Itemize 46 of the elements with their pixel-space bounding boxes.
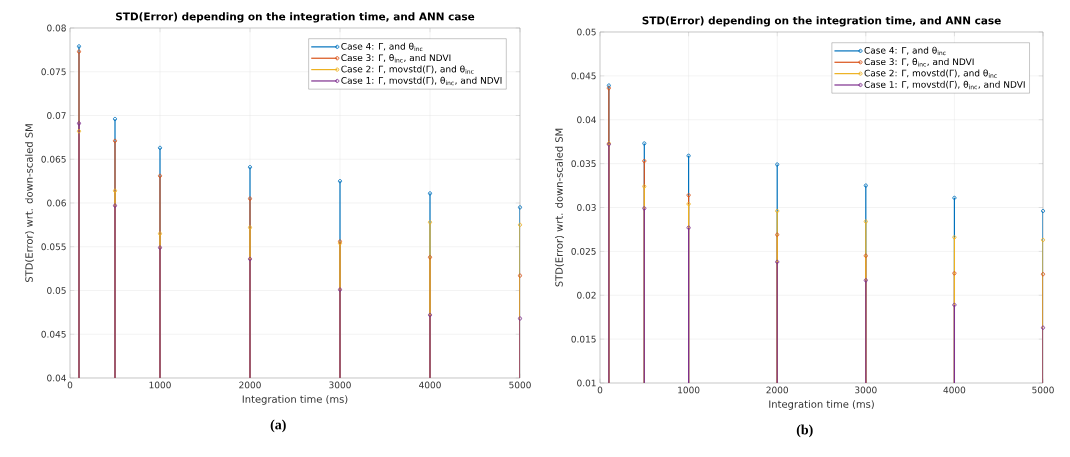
y-tick-label: 0.05: [47, 287, 66, 294]
text: (b): [796, 424, 813, 438]
x-tick-label: 0: [597, 386, 603, 394]
y-tick-label: 0.075: [41, 68, 66, 76]
y-tick-label: 0.025: [571, 247, 596, 255]
x-axis-title: Integration time (ms): [769, 400, 874, 410]
x-tick-label: 3000: [855, 386, 877, 394]
x-axis-title: Integration time (ms): [242, 395, 348, 405]
y-tick-label: 0.045: [41, 330, 66, 338]
legend-label: Case 4: Γ, and θ$_{inc}$: [864, 46, 946, 56]
text: (a): [270, 419, 286, 433]
y-tick-label: 0.07: [47, 112, 66, 119]
x-tick-label: 4000: [943, 386, 966, 394]
legend-label: Case 2: Γ, movstd(Γ), and θ$_{inc}$: [341, 65, 474, 74]
y-axis-title: STD(Error) wrt. down-scaled SM: [25, 124, 34, 283]
legend-label: Case 3: Γ, θ$_{inc}$, and NDVI: [864, 58, 974, 67]
legend-label: Case 4: Γ, and θ$_{inc}$: [341, 42, 423, 52]
y-tick-label: 0.015: [571, 335, 596, 343]
x-tick-label: 1000: [149, 381, 171, 389]
y-tick-label: 0.065: [41, 155, 66, 163]
y-axis-title: STD(Error) wrt. down-scaled SM: [555, 128, 564, 287]
y-tick-label: 0.04: [577, 116, 596, 124]
x-tick-label: 3000: [329, 381, 351, 389]
legend-label: Case 2: Γ, movstd(Γ), and θ$_{inc}$: [864, 69, 997, 78]
y-tick-label: 0.055: [41, 243, 66, 251]
x-tick-label: 2000: [766, 386, 789, 394]
x-tick-label: 5000: [509, 381, 531, 389]
y-tick-label: 0.01: [577, 379, 596, 387]
y-tick-label: 0.03: [577, 204, 596, 211]
x-tick-label: 1000: [678, 386, 700, 394]
x-tick-label: 5000: [1032, 386, 1054, 394]
x-tick-label: 0: [67, 381, 73, 389]
y-tick-label: 0.035: [571, 160, 596, 168]
y-tick-label: 0.045: [571, 72, 596, 80]
y-tick-label: 0.06: [47, 199, 66, 207]
x-tick-label: 2000: [239, 381, 261, 389]
x-tick-label: 4000: [419, 381, 441, 389]
y-tick-label: 0.02: [577, 291, 596, 299]
y-tick-label: 0.05: [577, 28, 596, 36]
legend-label: Case 1: Γ, movstd(Γ), θ$_{inc}$, and NDVI: [341, 76, 502, 86]
chart-title: STD(Error) depending on the integration time, and ANN case: [642, 16, 1001, 27]
legend-label: Case 3: Γ, θ$_{inc}$, and NDVI: [341, 54, 451, 63]
y-tick-label: 0.04: [47, 374, 66, 382]
y-tick-label: 0.08: [47, 24, 66, 32]
legend-label: Case 1: Γ, movstd(Γ), θ$_{inc}$, and NDVI: [864, 80, 1025, 90]
chart-title: STD(Error) depending on the integration time, and ANN case: [116, 12, 475, 23]
